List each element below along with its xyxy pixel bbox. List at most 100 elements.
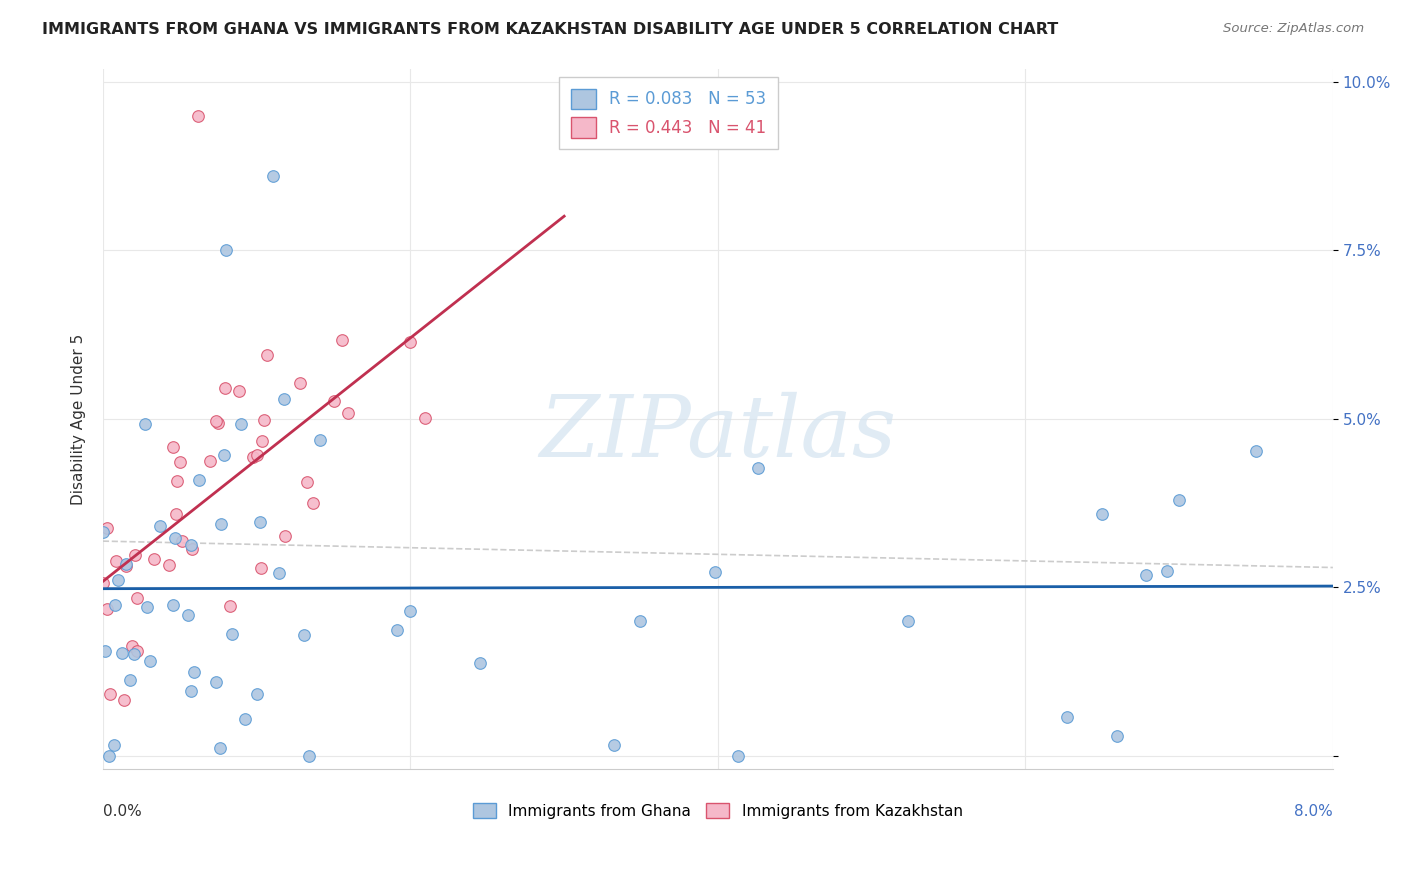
Text: IMMIGRANTS FROM GHANA VS IMMIGRANTS FROM KAZAKHSTAN DISABILITY AGE UNDER 5 CORRE: IMMIGRANTS FROM GHANA VS IMMIGRANTS FROM… [42,22,1059,37]
Point [105,554,128,568]
Point [111,646,134,660]
Point [1156,564,1178,578]
Point [122,647,145,661]
Point [114,558,136,572]
Point [468,656,491,670]
Y-axis label: Disability Age Under 5: Disability Age Under 5 [72,334,86,505]
Point [897,615,920,629]
Text: Source: ZipAtlas.com: Source: ZipAtlas.com [1223,22,1364,36]
Point [1091,507,1114,521]
Point [94,643,117,657]
Point [159,558,181,573]
Point [1168,493,1191,508]
Point [1056,710,1078,724]
Point [96,601,118,615]
Point [205,675,228,690]
Point [215,244,238,258]
Point [183,665,205,680]
Point [100,687,122,701]
Point [93,525,115,540]
Point [274,529,297,543]
Point [162,440,184,454]
Point [1244,443,1267,458]
Point [121,640,143,654]
Point [292,628,315,642]
Point [218,599,240,614]
Point [273,392,295,406]
Point [170,534,193,549]
Point [115,558,138,573]
Point [165,507,187,521]
Point [221,627,243,641]
Point [180,541,202,556]
Point [112,693,135,707]
Point [297,475,319,489]
Point [91,576,114,591]
Point [96,521,118,535]
Legend: Immigrants from Ghana, Immigrants from Kazakhstan: Immigrants from Ghana, Immigrants from K… [467,797,969,825]
Point [250,434,273,448]
Point [120,673,142,688]
Point [413,410,436,425]
Point [169,455,191,469]
Point [703,565,725,579]
Point [1107,729,1129,743]
Point [214,381,236,395]
Point [399,604,422,618]
Point [212,449,235,463]
Point [177,607,200,622]
Point [139,654,162,668]
Point [149,519,172,533]
Point [124,548,146,562]
Point [288,376,311,391]
Point [246,688,269,702]
Point [387,623,409,637]
Point [252,413,274,427]
Point [163,531,186,545]
Point [228,384,250,399]
Point [125,643,148,657]
Point [207,416,229,430]
Point [250,560,273,574]
Point [205,414,228,428]
Point [727,748,749,763]
Point [628,615,651,629]
Point [249,515,271,529]
Point [242,450,264,464]
Point [103,598,125,612]
Point [298,748,321,763]
Point [309,433,332,447]
Point [262,169,284,184]
Point [135,600,157,615]
Point [208,741,231,756]
Point [97,748,120,763]
Point [180,684,202,698]
Point [188,474,211,488]
Text: ZIPatlas: ZIPatlas [540,392,897,475]
Point [322,394,344,409]
Point [103,738,125,752]
Point [107,573,129,587]
Point [1135,567,1157,582]
Point [301,496,323,510]
Point [399,334,422,349]
Text: 0.0%: 0.0% [103,804,142,819]
Point [209,516,232,531]
Point [162,598,184,612]
Point [603,738,626,752]
Point [330,333,353,347]
Point [233,713,256,727]
Point [246,448,269,462]
Point [267,566,290,580]
Point [747,460,769,475]
Point [134,417,156,431]
Point [229,417,252,432]
Text: 8.0%: 8.0% [1294,804,1333,819]
Point [143,551,166,566]
Point [187,109,209,123]
Point [127,591,149,606]
Point [166,475,188,489]
Point [200,454,222,468]
Point [180,538,202,552]
Point [337,406,360,420]
